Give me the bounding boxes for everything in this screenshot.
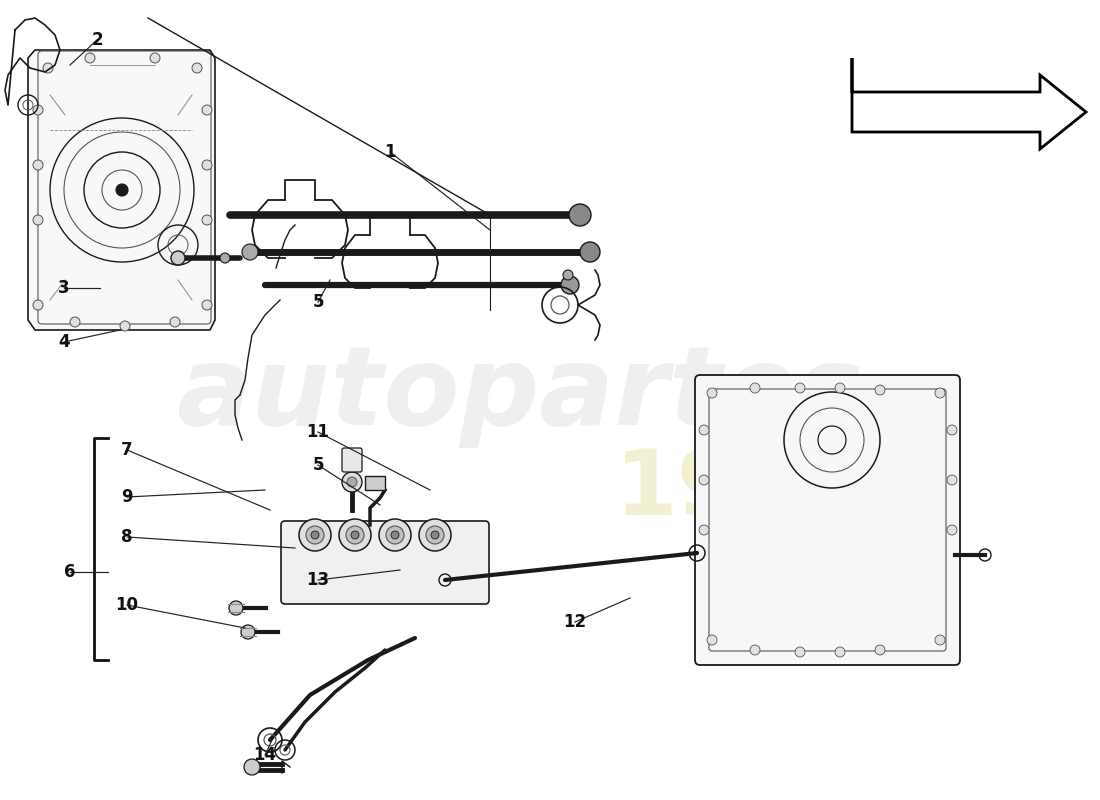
Circle shape [750, 645, 760, 655]
Text: 1985: 1985 [615, 446, 866, 534]
Circle shape [311, 531, 319, 539]
Circle shape [707, 388, 717, 398]
Text: 9: 9 [121, 488, 133, 506]
Circle shape [192, 63, 202, 73]
Circle shape [947, 525, 957, 535]
Circle shape [116, 184, 128, 196]
Circle shape [244, 759, 260, 775]
Polygon shape [852, 58, 1086, 149]
Circle shape [561, 276, 579, 294]
Text: 12: 12 [563, 613, 586, 631]
Text: 10: 10 [116, 596, 139, 614]
FancyBboxPatch shape [280, 521, 490, 604]
Circle shape [33, 300, 43, 310]
Circle shape [835, 647, 845, 657]
Circle shape [33, 215, 43, 225]
Circle shape [390, 531, 399, 539]
Circle shape [339, 519, 371, 551]
Circle shape [70, 317, 80, 327]
Circle shape [170, 317, 180, 327]
Circle shape [85, 53, 95, 63]
Circle shape [569, 204, 591, 226]
Circle shape [419, 519, 451, 551]
Circle shape [835, 383, 845, 393]
Text: 1: 1 [384, 143, 396, 161]
Text: 14: 14 [253, 746, 276, 764]
Circle shape [698, 525, 710, 535]
Circle shape [150, 53, 160, 63]
Circle shape [242, 244, 258, 260]
Circle shape [299, 519, 331, 551]
Circle shape [698, 475, 710, 485]
Circle shape [750, 383, 760, 393]
Circle shape [935, 388, 945, 398]
Circle shape [43, 63, 53, 73]
Text: 7: 7 [121, 441, 133, 459]
Circle shape [202, 105, 212, 115]
FancyBboxPatch shape [695, 375, 960, 665]
Circle shape [563, 270, 573, 280]
Circle shape [795, 647, 805, 657]
Text: 8: 8 [121, 528, 133, 546]
Circle shape [220, 253, 230, 263]
Text: 2: 2 [91, 31, 102, 49]
Text: 5: 5 [312, 293, 323, 311]
Circle shape [379, 519, 411, 551]
Circle shape [935, 635, 945, 645]
Circle shape [306, 526, 324, 544]
Circle shape [351, 531, 359, 539]
Circle shape [202, 300, 212, 310]
Circle shape [33, 160, 43, 170]
Text: autopartes: autopartes [176, 342, 864, 449]
Bar [365, 476, 385, 490]
Text: 13: 13 [307, 571, 330, 589]
Circle shape [229, 601, 243, 615]
Circle shape [386, 526, 404, 544]
Text: 5: 5 [312, 456, 323, 474]
Polygon shape [28, 50, 214, 330]
Circle shape [342, 472, 362, 492]
Circle shape [202, 160, 212, 170]
Circle shape [170, 251, 185, 265]
Circle shape [698, 425, 710, 435]
Circle shape [426, 526, 444, 544]
Text: 4: 4 [58, 333, 69, 351]
Circle shape [580, 242, 600, 262]
Circle shape [241, 625, 255, 639]
Circle shape [795, 383, 805, 393]
Text: 11: 11 [307, 423, 330, 441]
Circle shape [874, 385, 886, 395]
Circle shape [431, 531, 439, 539]
Circle shape [346, 477, 358, 487]
Circle shape [202, 215, 212, 225]
Circle shape [120, 321, 130, 331]
Circle shape [707, 635, 717, 645]
Text: 6: 6 [64, 563, 76, 581]
Circle shape [346, 526, 364, 544]
Circle shape [947, 475, 957, 485]
Circle shape [33, 105, 43, 115]
Circle shape [874, 645, 886, 655]
Text: 3: 3 [58, 279, 69, 297]
Circle shape [947, 425, 957, 435]
FancyBboxPatch shape [342, 448, 362, 472]
